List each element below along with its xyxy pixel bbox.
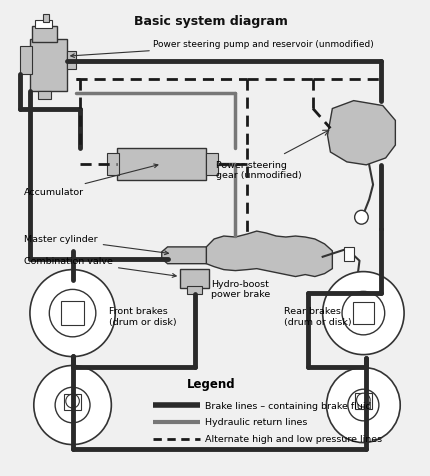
Text: Alternate high and low pressure lines: Alternate high and low pressure lines bbox=[206, 434, 383, 443]
Text: Hydraulic return lines: Hydraulic return lines bbox=[206, 417, 308, 426]
Circle shape bbox=[355, 305, 372, 322]
Circle shape bbox=[34, 366, 111, 445]
Circle shape bbox=[326, 367, 400, 443]
Circle shape bbox=[322, 272, 404, 355]
Circle shape bbox=[355, 211, 368, 225]
Circle shape bbox=[356, 393, 370, 407]
Bar bbox=[353, 303, 374, 324]
Text: Brake lines – containing brake fluid: Brake lines – containing brake fluid bbox=[206, 401, 372, 410]
Circle shape bbox=[49, 290, 96, 337]
Bar bbox=[43, 15, 49, 22]
Text: Power steering pump and reservoir (unmodified): Power steering pump and reservoir (unmod… bbox=[71, 40, 374, 59]
Text: Accumulator: Accumulator bbox=[24, 165, 158, 197]
Bar bbox=[35, 20, 52, 30]
Bar bbox=[30, 40, 67, 91]
Circle shape bbox=[348, 389, 379, 421]
Bar bbox=[117, 149, 206, 180]
Bar bbox=[38, 91, 51, 99]
Text: Basic system diagram: Basic system diagram bbox=[134, 15, 288, 28]
Polygon shape bbox=[206, 232, 332, 277]
Bar bbox=[344, 248, 354, 261]
Bar bbox=[64, 394, 81, 410]
Bar bbox=[32, 28, 57, 43]
Text: Combination valve: Combination valve bbox=[24, 257, 176, 278]
Circle shape bbox=[329, 325, 339, 335]
Text: Power steering
gear (unmodified): Power steering gear (unmodified) bbox=[216, 160, 302, 180]
Bar bbox=[206, 154, 218, 175]
Circle shape bbox=[342, 292, 385, 335]
Bar bbox=[67, 52, 77, 70]
Text: Front brakes
(drum or disk): Front brakes (drum or disk) bbox=[109, 307, 177, 326]
Text: Master cylinder: Master cylinder bbox=[24, 235, 169, 255]
Polygon shape bbox=[162, 248, 206, 264]
Bar bbox=[61, 302, 84, 325]
Circle shape bbox=[63, 304, 82, 323]
Circle shape bbox=[30, 270, 115, 357]
Bar bbox=[187, 287, 203, 295]
Circle shape bbox=[55, 387, 90, 423]
Circle shape bbox=[66, 394, 80, 408]
Bar bbox=[20, 47, 32, 75]
Bar bbox=[180, 269, 209, 289]
Text: Rear brakes
(drum or disk): Rear brakes (drum or disk) bbox=[284, 307, 351, 326]
Bar bbox=[355, 393, 372, 409]
Text: Hydro-boost
power brake: Hydro-boost power brake bbox=[211, 279, 270, 298]
Bar bbox=[108, 154, 119, 175]
Polygon shape bbox=[328, 101, 395, 166]
Text: Legend: Legend bbox=[187, 377, 236, 390]
